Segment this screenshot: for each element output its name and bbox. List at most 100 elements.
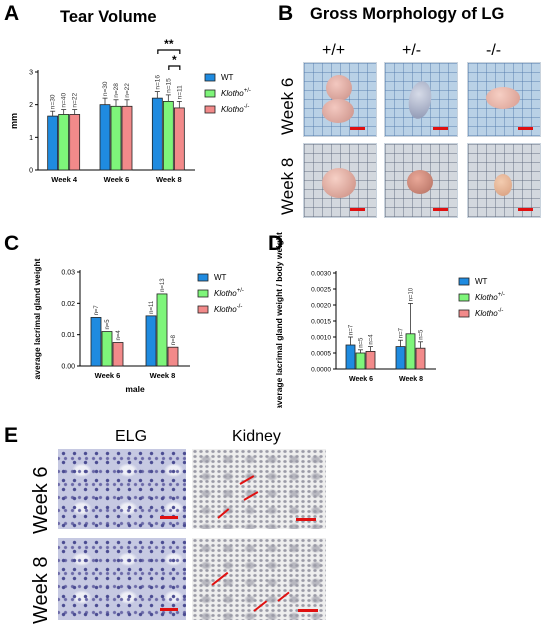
sample-size-label: n=7: [349, 324, 355, 335]
legend-label: WT: [214, 273, 227, 282]
sample-size-label: n=16: [154, 75, 161, 90]
x-tick-label: Week 6: [104, 175, 130, 184]
legend-swatch: [458, 293, 470, 302]
lg-photo-ko-week6: [467, 62, 541, 137]
y-tick-label: 0.0000: [311, 367, 331, 374]
lg-photo-wt-week6: [303, 62, 377, 137]
y-axis-label: mm: [9, 113, 19, 129]
bar: [395, 346, 406, 370]
legend-label-text: Klotho: [475, 293, 498, 302]
sample-size-label: n=5: [359, 337, 365, 348]
bar: [90, 317, 102, 367]
sample-size-label: n=30: [50, 94, 57, 109]
bar: [145, 315, 157, 367]
bar: [58, 114, 70, 171]
y-tick-label: 0.00: [61, 364, 75, 371]
lg-photo-wt-week8: [303, 143, 377, 218]
panel-letter-e: E: [4, 424, 19, 447]
panel-letter-c: C: [4, 232, 20, 255]
gland-shape: [486, 87, 520, 109]
sample-size-label: n=22: [124, 83, 131, 98]
legend-label-superscript: +/-: [244, 88, 251, 94]
y-tick-label: 1: [29, 135, 33, 142]
x-tick-label: Week 6: [95, 371, 121, 380]
sample-size-label: n=5: [419, 329, 425, 340]
legend-label-text: Klotho: [214, 289, 237, 298]
y-tick-label: 0.0030: [311, 271, 331, 278]
legend-label: WT: [475, 277, 488, 286]
y-tick-label: 0.0020: [311, 303, 331, 310]
gland-shape: [322, 99, 354, 123]
panel-letter-d: D: [268, 232, 284, 255]
sample-size-label: n=11: [176, 85, 183, 100]
legend-swatch: [204, 105, 216, 114]
legend-swatch: [197, 273, 209, 282]
scale-bar: [350, 208, 365, 211]
arrow-marker: [243, 491, 259, 501]
legend-label: Klotho-/-: [214, 304, 242, 314]
y-tick-label: 0.0010: [311, 335, 331, 342]
legend-label: Klotho+/-: [214, 288, 244, 298]
x-tick-label: Week 8: [156, 175, 182, 184]
legend-swatch: [458, 277, 470, 286]
y-tick-label: 0.0015: [311, 319, 331, 326]
significance-bracket: [168, 65, 181, 70]
arrow-marker: [239, 475, 255, 485]
bar: [151, 97, 163, 171]
legend-label: Klotho-/-: [475, 308, 503, 318]
scale-bar: [433, 127, 448, 130]
scale-bar: [518, 127, 533, 130]
bar: [101, 331, 113, 367]
significance-label: **: [164, 37, 174, 51]
legend-label: WT: [221, 73, 234, 82]
legend-swatch: [458, 309, 470, 318]
bar: [47, 115, 59, 171]
bar: [156, 293, 168, 367]
bar: [345, 344, 356, 370]
scale-bar: [433, 208, 448, 211]
sample-size-label: n=5: [105, 319, 111, 330]
gland-shape: [407, 170, 433, 194]
legend-label: Klotho-/-: [221, 104, 249, 114]
sample-size-label: n=7: [94, 305, 100, 316]
legend-swatch: [197, 305, 209, 314]
bar: [415, 347, 426, 370]
scale-bar: [350, 127, 365, 130]
lg-photo-het-week6: [384, 62, 458, 137]
significance-label: *: [172, 53, 177, 67]
legend-label-text: WT: [221, 73, 234, 82]
bar: [167, 346, 179, 367]
bar: [121, 105, 133, 171]
legend-label: Klotho+/-: [221, 88, 251, 98]
y-tick-label: 2: [29, 102, 33, 109]
column-label-elg: ELG: [115, 428, 148, 445]
x-tick-label: Week 8: [399, 376, 423, 383]
genotype-label-ko: -/-: [486, 42, 502, 59]
lg-photo-het-week8: [384, 143, 458, 218]
sample-size-label: n=7: [399, 327, 405, 338]
legend-swatch: [197, 289, 209, 298]
lacrimal-gland-weight-chart: 0.00 0.01 0.02 0.03 average lacrimal gland w…: [32, 258, 244, 394]
row-label-week8-b: Week 8: [278, 157, 297, 215]
arrow-marker: [277, 591, 290, 602]
row-label-week6-b: Week 6: [278, 77, 297, 135]
scale-bar: [160, 608, 178, 611]
y-tick-label: 0: [29, 168, 33, 175]
sample-size-label: n=13: [160, 278, 166, 292]
histology-kidney-week8: [192, 538, 326, 620]
y-tick-label: 3: [29, 70, 33, 77]
arrow-marker: [253, 600, 268, 612]
legend-label-text: WT: [214, 273, 227, 282]
x-axis-label: male: [125, 384, 145, 394]
legend-label-text: Klotho: [475, 309, 498, 318]
sample-size-label: n=28: [113, 83, 120, 98]
sample-size-label: n=22: [72, 93, 79, 108]
y-tick-label: 0.03: [61, 270, 75, 277]
sample-size-label: n=40: [61, 93, 68, 108]
gland-shape: [322, 168, 356, 198]
histology-elg-week6: [58, 449, 186, 529]
legend-label-text: Klotho: [214, 305, 237, 314]
sample-size-label: n=30: [102, 81, 109, 96]
scale-bar: [296, 518, 316, 521]
gross-morphology-title: Gross Morphology of LG: [310, 5, 505, 23]
